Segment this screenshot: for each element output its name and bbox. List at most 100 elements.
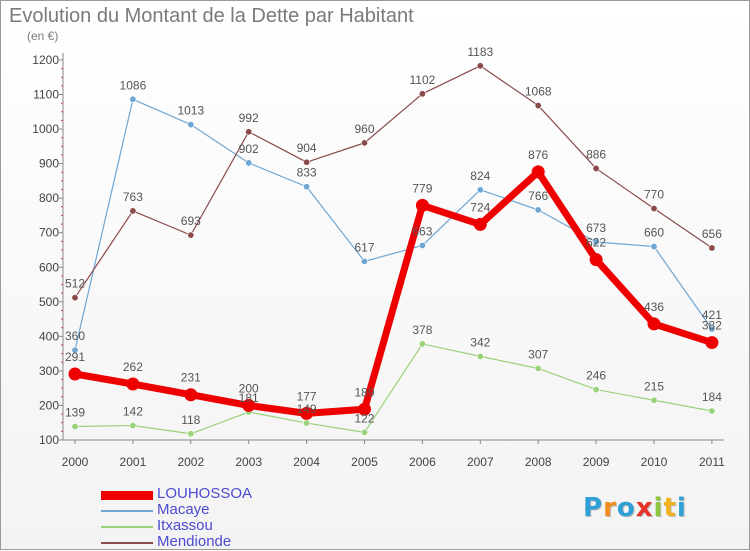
data-point-mendionde xyxy=(534,102,542,110)
data-label-itxassou: 378 xyxy=(412,323,432,337)
data-label-macaye: 766 xyxy=(528,189,548,203)
data-point-louhossoa xyxy=(531,165,545,179)
data-point-louhossoa xyxy=(68,367,82,381)
data-label-itxassou: 342 xyxy=(470,335,490,349)
data-point-mendionde xyxy=(418,90,426,98)
legend-swatch xyxy=(101,542,153,544)
unit-label: (en €) xyxy=(27,29,59,43)
data-label-louhossoa: 779 xyxy=(412,181,432,195)
data-label-mendionde: 886 xyxy=(586,147,606,161)
data-label-macaye: 660 xyxy=(644,226,664,240)
y-tick-label: 200 xyxy=(39,398,59,412)
data-point-mendionde xyxy=(650,205,658,213)
x-tick-label: 2001 xyxy=(120,455,147,469)
legend-swatch xyxy=(101,526,153,528)
data-label-mendionde: 770 xyxy=(644,188,664,202)
x-tick-label: 2002 xyxy=(177,455,204,469)
data-label-itxassou: 142 xyxy=(123,404,143,418)
data-label-louhossoa: 724 xyxy=(470,200,490,214)
legend-swatch xyxy=(101,510,153,512)
y-tick-label: 400 xyxy=(39,329,59,343)
data-label-macaye: 421 xyxy=(702,308,722,322)
data-label-itxassou: 181 xyxy=(239,391,259,405)
legend-label: Mendionde xyxy=(157,533,232,550)
y-tick-label: 100 xyxy=(39,433,59,447)
data-point-louhossoa xyxy=(184,388,198,402)
data-point-louhossoa xyxy=(358,402,371,416)
x-tick-label: 2003 xyxy=(235,455,262,469)
data-label-mendionde: 992 xyxy=(239,111,259,125)
data-label-itxassou: 118 xyxy=(181,413,200,427)
data-label-louhossoa: 177 xyxy=(297,389,317,403)
data-label-macaye: 1086 xyxy=(120,78,147,92)
legend-item-mendionde: Mendionde xyxy=(101,533,361,551)
data-label-mendionde: 656 xyxy=(702,227,722,241)
data-label-macaye: 833 xyxy=(297,166,317,180)
axes: 100 200 300 400 500 600 700 800 900 1000 1100 1200 2… xyxy=(32,53,725,469)
data-label-mendionde: 1183 xyxy=(467,45,493,59)
x-tick-label: 2010 xyxy=(641,455,668,469)
legend-item-itxassou: Itxassou xyxy=(101,517,361,535)
data-labels: 291 262 231 200 177 189 779 724 876 622 436 382 360 1… xyxy=(65,45,722,427)
data-label-macaye: 360 xyxy=(65,329,85,343)
chart-title: Evolution du Montant de la Dette par Hab… xyxy=(9,5,414,27)
data-label-louhossoa: 200 xyxy=(239,381,259,395)
y-tick-label: 800 xyxy=(39,191,59,205)
x-tick-label: 2006 xyxy=(409,455,436,469)
x-tick-label: 2011 xyxy=(699,455,725,469)
logo-letter: i xyxy=(676,493,687,523)
data-point-macaye xyxy=(592,238,600,246)
data-label-macaye: 617 xyxy=(354,240,374,254)
data-label-mendionde: 904 xyxy=(297,141,317,155)
data-point-louhossoa xyxy=(300,406,314,420)
data-point-mendionde xyxy=(360,139,368,147)
data-point-macaye xyxy=(534,206,542,214)
data-point-itxassou xyxy=(708,407,716,415)
y-tick-label: 500 xyxy=(39,295,59,309)
data-point-itxassou xyxy=(476,352,484,360)
data-label-itxassou: 149 xyxy=(297,402,317,416)
data-label-macaye: 673 xyxy=(586,221,606,235)
data-point-mendionde xyxy=(245,128,253,136)
data-label-macaye: 1013 xyxy=(177,104,204,118)
data-label-louhossoa: 876 xyxy=(528,148,548,162)
data-label-mendionde: 1068 xyxy=(525,85,552,99)
y-tick-label: 700 xyxy=(39,226,59,240)
logo-letter: o xyxy=(616,493,636,523)
data-point-itxassou xyxy=(360,428,368,436)
x-tick-label: 2004 xyxy=(293,455,320,469)
data-label-itxassou: 246 xyxy=(586,369,606,383)
proxiti-logo: Proxiti xyxy=(583,493,687,523)
data-point-itxassou xyxy=(303,419,311,427)
y-tick-label: 600 xyxy=(39,260,59,274)
data-point-louhossoa xyxy=(415,198,429,212)
data-point-louhossoa xyxy=(242,398,256,412)
data-label-itxassou: 184 xyxy=(702,390,722,404)
data-label-itxassou: 139 xyxy=(65,406,85,420)
legend-item-louhossoa: LOUHOSSOA xyxy=(101,485,361,503)
legend-label: Macaye xyxy=(157,501,210,518)
data-point-mendionde xyxy=(71,294,79,302)
data-point-macaye xyxy=(187,121,195,129)
data-point-itxassou xyxy=(534,364,542,372)
logo-letter: P xyxy=(583,493,604,523)
data-point-macaye xyxy=(303,183,311,191)
data-label-itxassou: 307 xyxy=(528,347,548,361)
y-tick-label: 1100 xyxy=(33,88,59,102)
x-tick-label: 2007 xyxy=(467,455,494,469)
data-point-mendionde xyxy=(129,207,137,215)
data-label-louhossoa: 262 xyxy=(123,360,143,374)
series-line-itxassou xyxy=(74,343,713,435)
logo-letter: i xyxy=(653,493,664,523)
logo-letter: x xyxy=(635,493,654,523)
data-point-itxassou xyxy=(71,423,79,431)
data-point-macaye xyxy=(129,95,137,103)
series-line-louhossoa xyxy=(71,168,716,417)
data-point-itxassou xyxy=(129,421,137,429)
data-point-louhossoa xyxy=(126,377,140,391)
data-label-louhossoa: 622 xyxy=(586,236,606,250)
data-point-itxassou xyxy=(187,430,195,438)
data-label-mendionde: 512 xyxy=(65,277,85,291)
